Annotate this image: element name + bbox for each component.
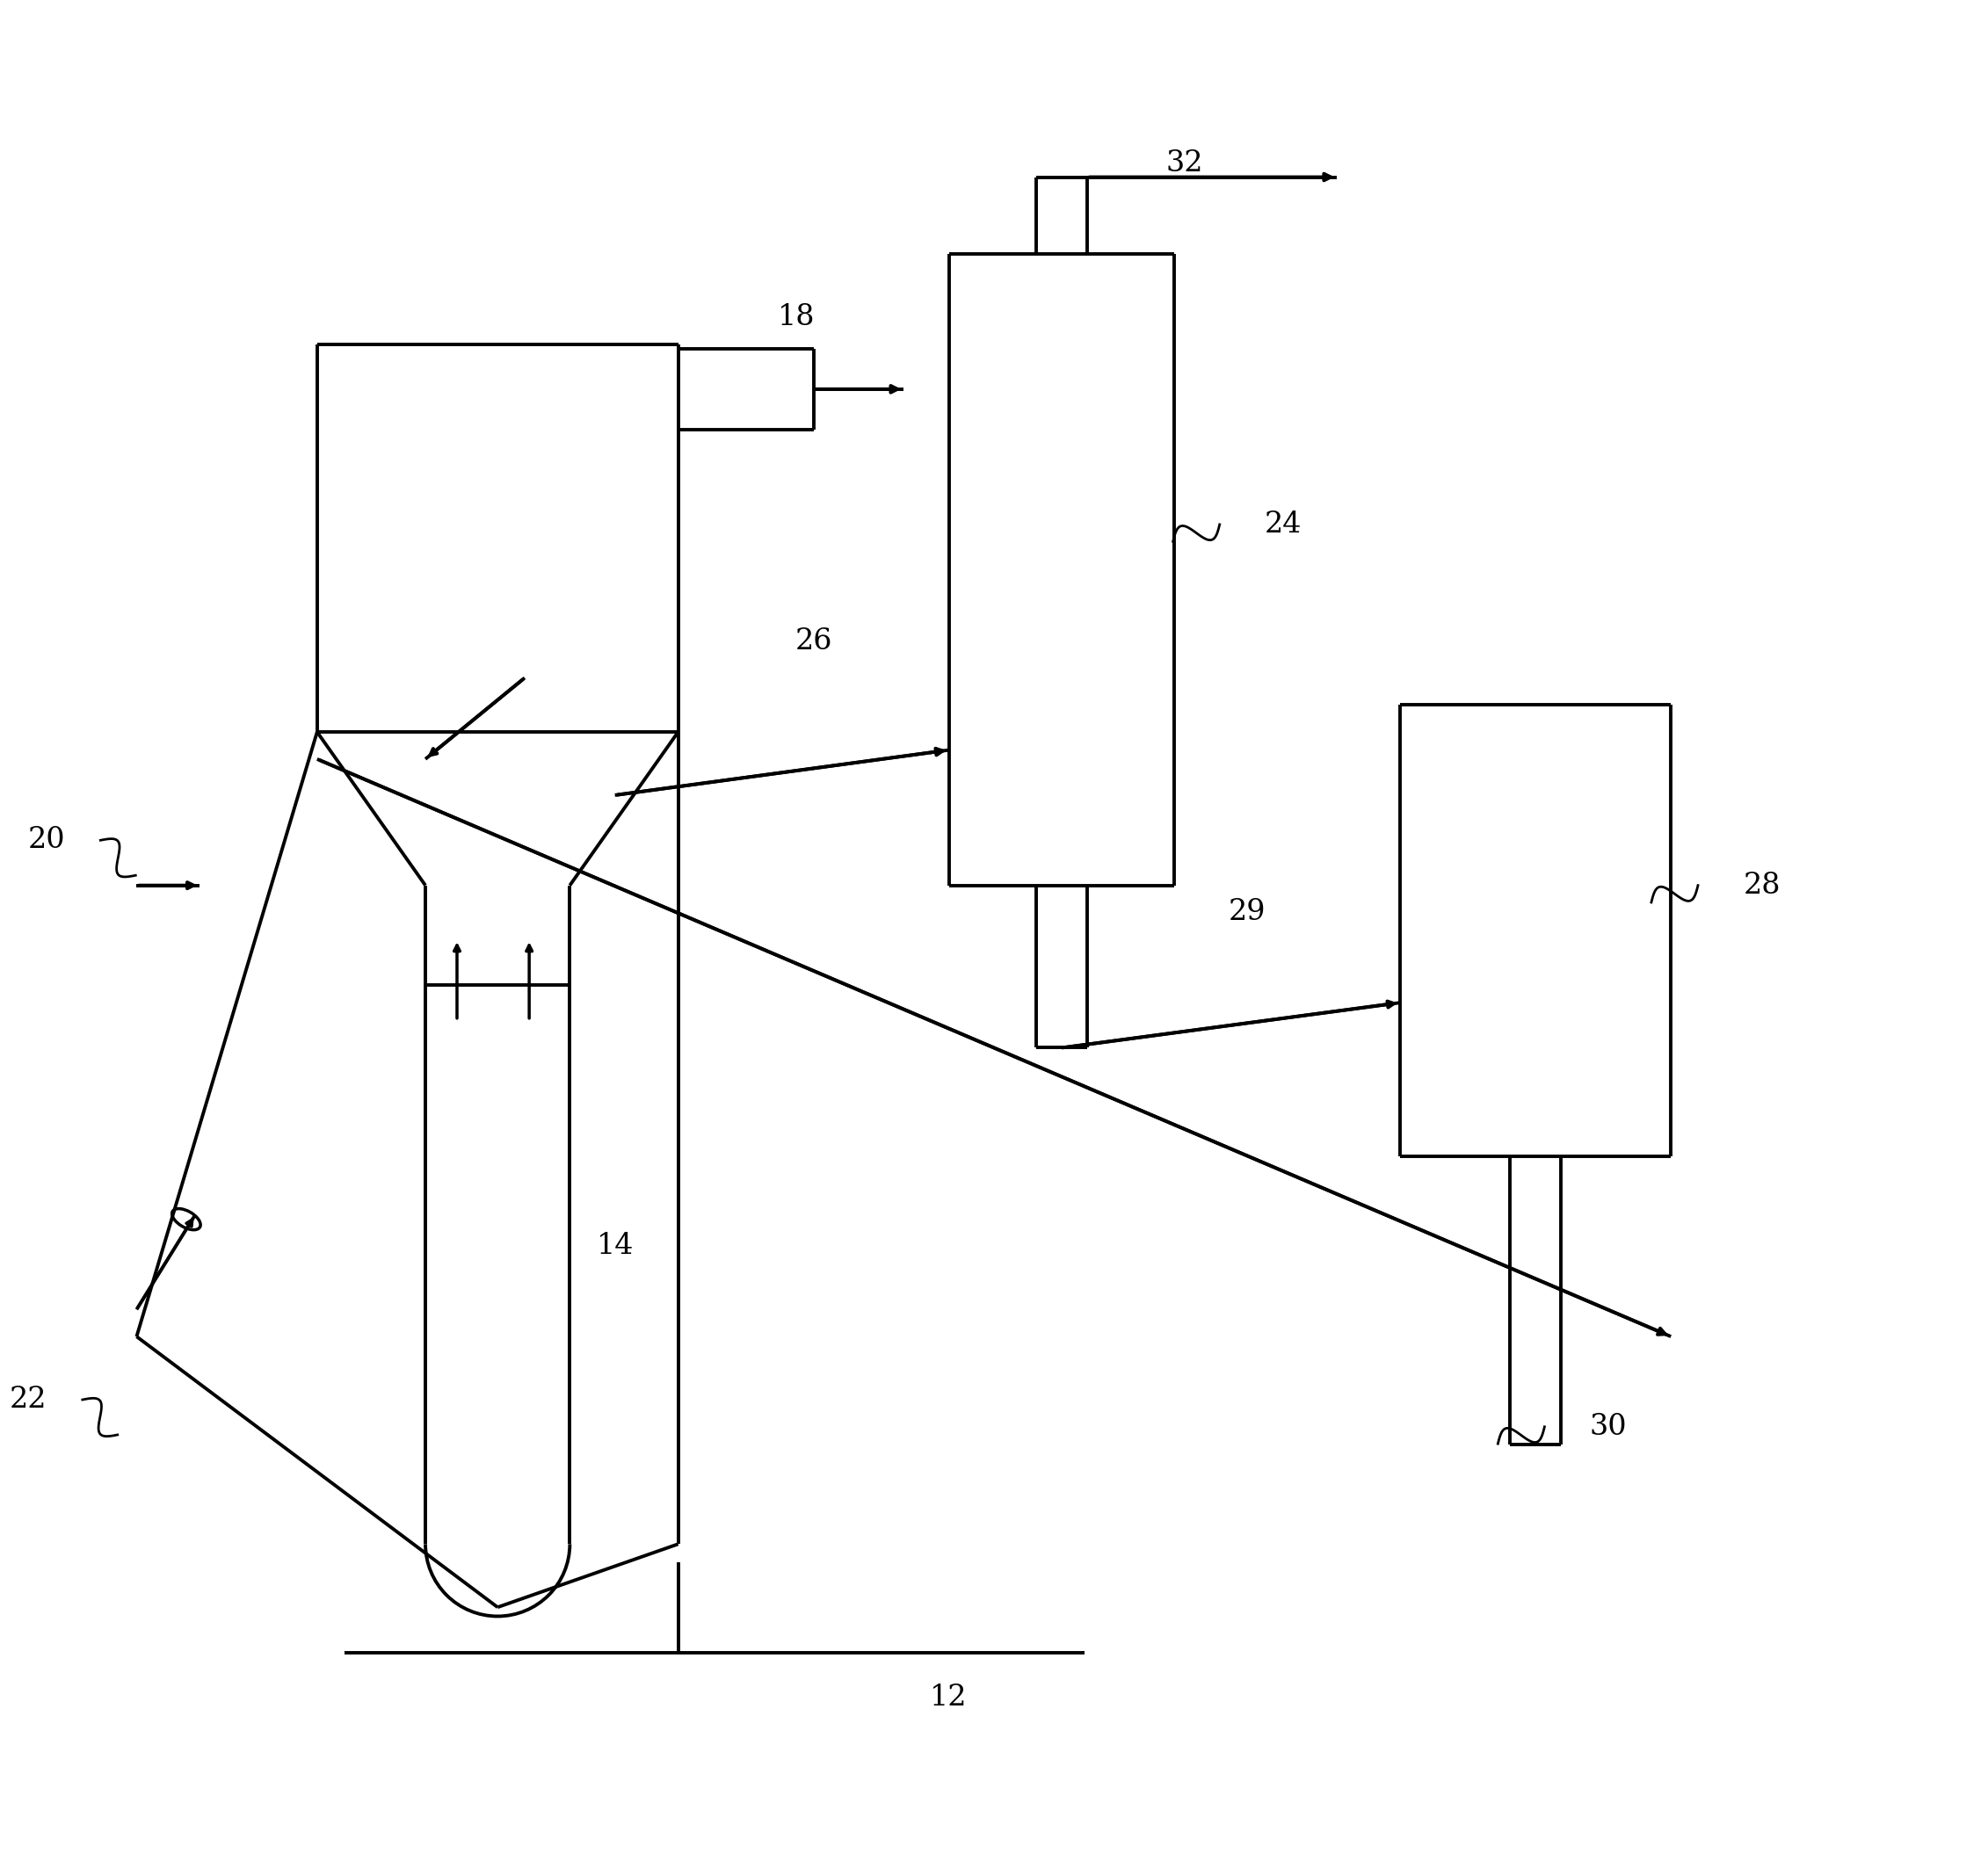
Text: 26: 26 bbox=[795, 627, 833, 655]
Text: 22: 22 bbox=[10, 1386, 48, 1414]
Ellipse shape bbox=[173, 1208, 201, 1230]
Text: 24: 24 bbox=[1264, 510, 1302, 538]
Text: 14: 14 bbox=[596, 1232, 634, 1260]
Text: 20: 20 bbox=[28, 826, 66, 854]
Text: 32: 32 bbox=[1165, 149, 1203, 177]
Text: 12: 12 bbox=[930, 1684, 968, 1712]
Text: 28: 28 bbox=[1743, 871, 1781, 899]
Text: 29: 29 bbox=[1229, 899, 1266, 927]
Text: 18: 18 bbox=[777, 303, 815, 331]
Text: 30: 30 bbox=[1590, 1412, 1626, 1440]
